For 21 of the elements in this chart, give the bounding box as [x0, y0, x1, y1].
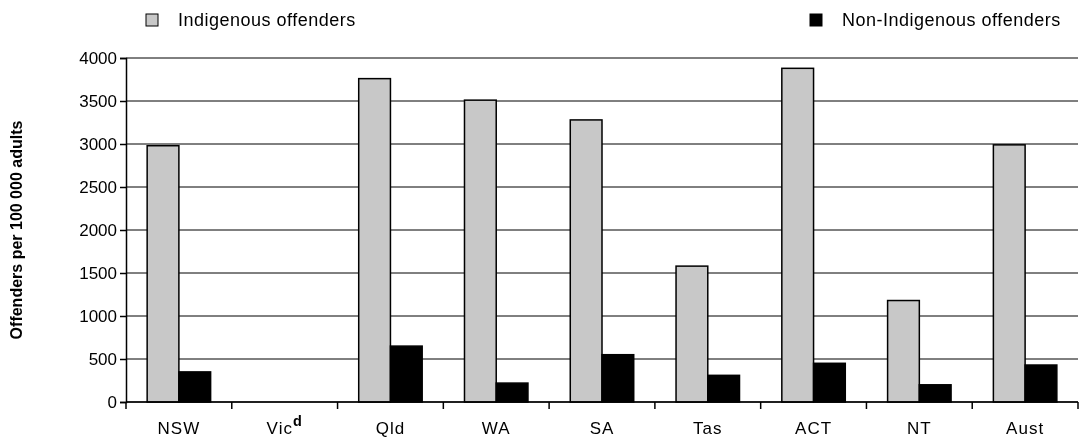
y-tick-label: 500 — [88, 349, 117, 369]
x-tick-label: NT — [907, 419, 932, 438]
x-tick-label: Tas — [693, 419, 723, 438]
y-tick-label: 2000 — [79, 220, 117, 240]
x-tick-label: Qld — [375, 419, 406, 438]
legend-label: Indigenous offenders — [178, 10, 356, 30]
x-tick-label: WA — [481, 419, 511, 438]
y-tick-label: 3500 — [79, 91, 117, 111]
y-tick-label: 2500 — [79, 177, 117, 197]
x-tick-label: ACT — [795, 419, 833, 438]
x-tick-label: Aust — [1006, 419, 1045, 438]
x-tick-label: NSW — [157, 419, 201, 438]
y-tick-label: 1500 — [79, 263, 117, 283]
y-tick-label: 4000 — [79, 48, 117, 68]
x-tick-label: Vic$^{d}$ — [266, 413, 303, 438]
legend-label: Non-Indigenous offenders — [842, 10, 1061, 30]
y-tick-label: 1000 — [79, 306, 117, 326]
y-tick-label: 0 — [107, 392, 117, 412]
y-tick-label: 3000 — [79, 134, 117, 154]
x-tick-label: SA — [589, 419, 615, 438]
y-axis-title: Offenders per 100 000 adults — [8, 120, 25, 340]
